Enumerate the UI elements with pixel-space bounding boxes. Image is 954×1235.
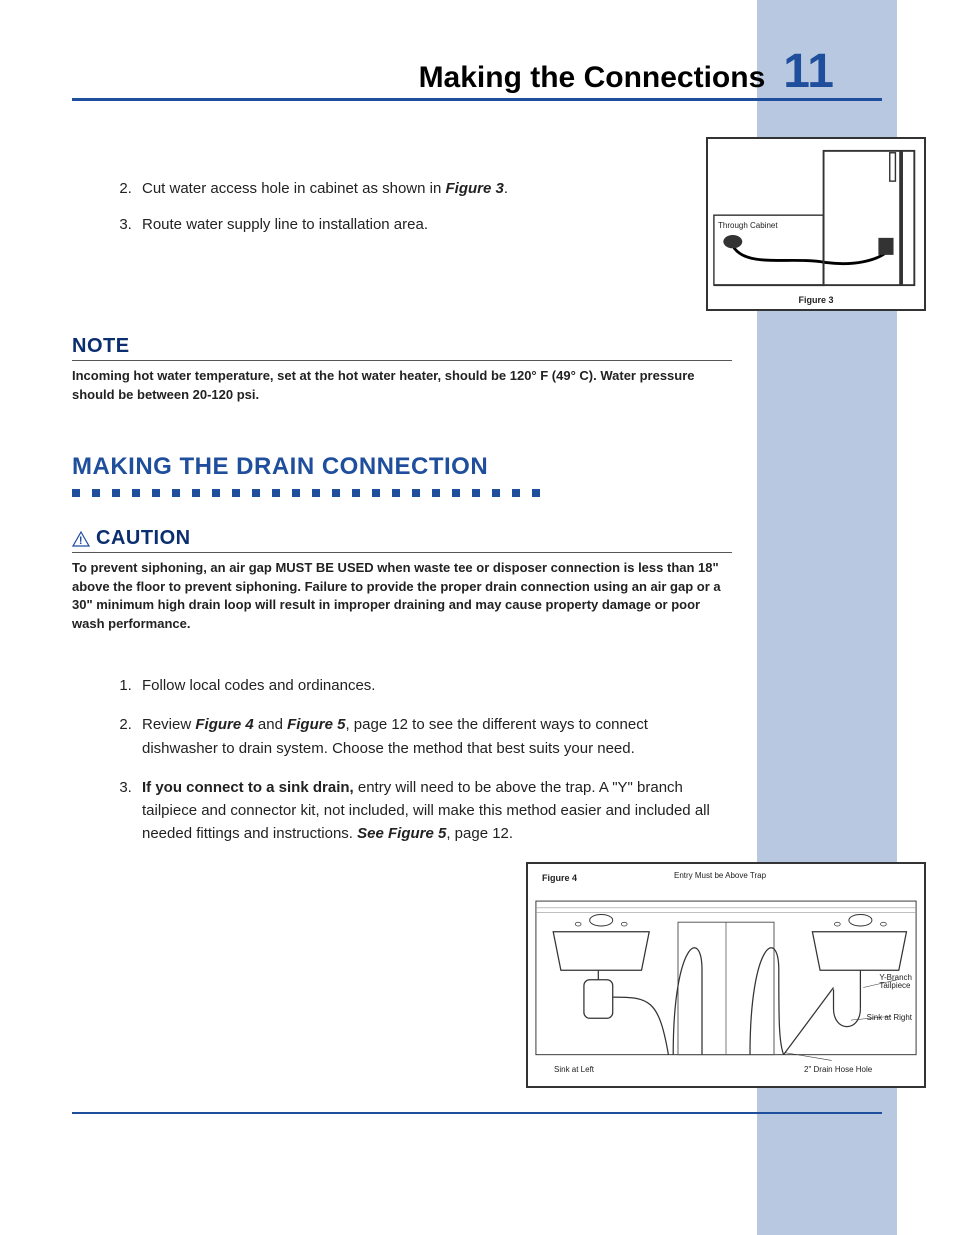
divider-dot <box>452 489 460 497</box>
emphasis-text: If you connect to a sink drain, <box>142 779 354 796</box>
divider-dot <box>472 489 480 497</box>
drain-steps-list: Follow local codes and ordinances. Review… <box>72 674 712 846</box>
divider-dot <box>92 489 100 497</box>
content-area: Making the Connections 11 Cut water acce… <box>0 0 954 1154</box>
page-title: Making the Connections <box>419 61 766 95</box>
page: Making the Connections 11 Cut water acce… <box>0 0 954 1235</box>
caution-title-text: CAUTION <box>96 527 191 550</box>
caution-body: To prevent siphoning, an air gap MUST BE… <box>72 559 732 634</box>
header-rule <box>72 98 882 101</box>
footer-rule <box>72 1112 882 1114</box>
emphasis-text: Figure 4 <box>195 716 253 733</box>
figure-4-box: Figure 4 Entry Must be Above Trap Sink a… <box>526 862 926 1088</box>
divider-dot <box>272 489 280 497</box>
emphasis-text: See Figure 5 <box>357 825 446 842</box>
figure-4-hose-label: 2" Drain Hose Hole <box>804 1066 872 1075</box>
page-header: Making the Connections 11 <box>72 48 882 96</box>
divider-dot <box>412 489 420 497</box>
divider-dot <box>492 489 500 497</box>
divider-dot <box>252 489 260 497</box>
divider-dot <box>132 489 140 497</box>
divider-dot <box>292 489 300 497</box>
figure-4-top-label: Entry Must be Above Trap <box>674 872 766 881</box>
list-item: Route water supply line to installation … <box>136 213 682 237</box>
step-text: , page 12. <box>446 825 513 842</box>
figure-3-drawing: Through Cabinet <box>712 143 920 293</box>
divider-dot <box>392 489 400 497</box>
figure-4-drawing: Figure 4 Entry Must be Above Trap Sink a… <box>534 870 918 1080</box>
step-text: . <box>504 180 508 197</box>
figure-4-ybranch-label: Y-Branch Tailpiece <box>879 974 912 992</box>
figure-3-svg <box>712 143 920 293</box>
figure-4-caption: Figure 4 <box>542 874 577 884</box>
divider-dot <box>432 489 440 497</box>
top-steps-list: Cut water access hole in cabinet as show… <box>72 177 682 249</box>
page-number: 11 <box>783 48 834 96</box>
divider-dot <box>212 489 220 497</box>
divider-dot <box>112 489 120 497</box>
note-body: Incoming hot water temperature, set at t… <box>72 367 732 405</box>
divider-dot <box>512 489 520 497</box>
divider-dot <box>72 489 80 497</box>
section-title: MAKING THE DRAIN CONNECTION <box>72 453 882 481</box>
step-text: and <box>254 716 287 733</box>
warning-icon: ! <box>72 530 90 546</box>
figure-4-right-sink-label: Sink at Right <box>867 1014 912 1023</box>
divider-dot <box>332 489 340 497</box>
figure-3-box: Through Cabinet Figure 3 <box>706 137 926 311</box>
list-item: If you connect to a sink drain, entry wi… <box>136 776 712 846</box>
divider-dot <box>232 489 240 497</box>
figure-3-caption: Figure 3 <box>712 295 920 305</box>
svg-text:!: ! <box>79 535 83 547</box>
divider-dot <box>352 489 360 497</box>
list-item: Review Figure 4 and Figure 5, page 12 to… <box>136 713 712 760</box>
note-callout: NOTE Incoming hot water temperature, set… <box>72 335 732 405</box>
divider-dot <box>192 489 200 497</box>
top-row: Cut water access hole in cabinet as show… <box>72 137 882 311</box>
list-item: Follow local codes and ordinances. <box>136 674 712 697</box>
list-item: Cut water access hole in cabinet as show… <box>136 177 682 201</box>
caution-title: ! CAUTION <box>72 527 732 553</box>
caution-callout: ! CAUTION To prevent siphoning, an air g… <box>72 527 732 634</box>
emphasis-text: Figure 5 <box>287 716 345 733</box>
step-text: Cut water access hole in cabinet as show… <box>142 180 446 197</box>
section-divider-dots <box>72 489 882 497</box>
divider-dot <box>532 489 540 497</box>
figure-4-wrap: Figure 4 Entry Must be Above Trap Sink a… <box>72 862 882 1088</box>
figure-4-left-sink-label: Sink at Left <box>554 1066 594 1075</box>
divider-dot <box>172 489 180 497</box>
figure-reference: Figure 3 <box>446 180 504 197</box>
note-title: NOTE <box>72 335 732 361</box>
figure-4-svg <box>534 870 918 1080</box>
divider-dot <box>312 489 320 497</box>
divider-dot <box>152 489 160 497</box>
step-text: Route water supply line to installation … <box>142 216 428 233</box>
divider-dot <box>372 489 380 497</box>
figure-3-cabinet-label: Through Cabinet <box>718 221 778 230</box>
step-text: Review <box>142 716 195 733</box>
